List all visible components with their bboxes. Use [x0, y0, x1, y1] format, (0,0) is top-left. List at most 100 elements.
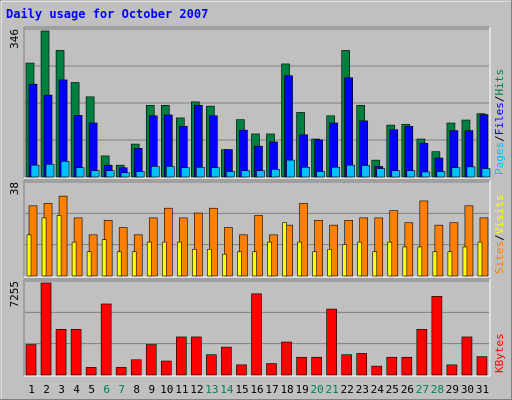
- bar-visits: [26, 234, 32, 277]
- bar-visits: [342, 244, 347, 277]
- day-4-middle-bars: [71, 217, 83, 277]
- bar-pages: [451, 167, 461, 178]
- legend-entry: /: [493, 234, 506, 241]
- day-11-middle-bars: [177, 217, 188, 277]
- day-5-bottom-bars: [85, 367, 97, 376]
- day-5-middle-bars: [86, 234, 98, 277]
- bar-visits: [357, 241, 363, 277]
- bar-visits: [462, 246, 468, 277]
- x-tick-label: 15: [235, 383, 248, 396]
- bar-pages: [90, 170, 100, 178]
- day-2-middle-bars: [41, 203, 53, 277]
- day-15-bottom-bars: [236, 364, 247, 376]
- bar-visits: [161, 241, 167, 277]
- bar-kbytes: [221, 346, 232, 376]
- day-31-top-bars: [476, 113, 491, 178]
- day-16-middle-bars: [252, 215, 263, 277]
- bar-visits: [101, 239, 107, 277]
- bar-visits: [131, 251, 137, 277]
- day-8-bottom-bars: [130, 359, 142, 376]
- bar-visits: [312, 251, 317, 277]
- day-21-bottom-bars: [326, 308, 337, 376]
- day-8-middle-bars: [131, 234, 143, 277]
- x-tick-label: 22: [341, 383, 354, 396]
- day-30-top-bars: [461, 119, 476, 178]
- day-26-top-bars: [401, 123, 416, 178]
- bar-pages: [30, 164, 40, 178]
- bar-files: [239, 129, 248, 178]
- day-10-middle-bars: [161, 207, 173, 277]
- bar-visits: [387, 241, 393, 277]
- bar-sites: [254, 215, 263, 277]
- bar-visits: [222, 253, 227, 277]
- day-30-bottom-bars: [461, 336, 473, 376]
- bar-visits: [146, 241, 152, 277]
- bar-pages: [466, 166, 476, 178]
- bar-visits: [282, 222, 287, 277]
- bar-kbytes: [115, 367, 127, 376]
- x-tick-label: 6: [103, 383, 110, 396]
- day-11-bottom-bars: [176, 336, 187, 376]
- legend-entry: Files: [493, 102, 506, 135]
- bar-pages: [406, 170, 416, 178]
- bar-files: [344, 77, 353, 178]
- day-30-middle-bars: [462, 205, 474, 277]
- x-tick-label: 12: [190, 383, 203, 396]
- bar-pages: [256, 170, 265, 178]
- day-1-top-bars: [25, 62, 40, 178]
- day-4-top-bars: [70, 82, 85, 178]
- bar-kbytes: [130, 359, 142, 376]
- day-21-middle-bars: [327, 224, 338, 277]
- bar-visits: [41, 217, 47, 277]
- day-24-top-bars: [371, 159, 386, 178]
- bar-kbytes: [100, 303, 112, 376]
- day-16-bottom-bars: [251, 293, 262, 376]
- day-17-top-bars: [266, 133, 280, 178]
- bar-visits: [297, 241, 302, 277]
- day-13-top-bars: [206, 105, 220, 178]
- x-tick-label: 10: [160, 383, 173, 396]
- bar-visits: [192, 249, 197, 277]
- bar-visits: [372, 251, 378, 277]
- day-9-top-bars: [145, 104, 160, 178]
- day-6-middle-bars: [101, 220, 113, 277]
- bar-kbytes: [236, 364, 247, 376]
- x-tick-label: 13: [205, 383, 218, 396]
- day-3-middle-bars: [56, 195, 68, 277]
- x-tick-label: 28: [431, 383, 444, 396]
- bar-visits: [56, 215, 62, 277]
- day-12-middle-bars: [192, 212, 203, 277]
- bar-visits: [71, 241, 77, 277]
- x-tick-label: 25: [386, 383, 399, 396]
- bar-sites: [194, 212, 203, 277]
- bar-pages: [481, 168, 491, 178]
- bar-kbytes: [25, 344, 37, 376]
- bar-kbytes: [85, 367, 97, 376]
- day-6-bottom-bars: [100, 303, 112, 376]
- day-15-middle-bars: [237, 234, 248, 277]
- bar-kbytes: [206, 354, 217, 376]
- day-28-middle-bars: [432, 224, 444, 277]
- day-27-middle-bars: [417, 200, 429, 277]
- day-19-bottom-bars: [296, 356, 307, 376]
- legend-entry: Visits: [493, 195, 506, 235]
- day-3-top-bars: [55, 50, 70, 178]
- day-17-middle-bars: [267, 234, 278, 277]
- x-tick-label: 16: [250, 383, 263, 396]
- x-tick-label: 7: [118, 383, 125, 396]
- day-26-middle-bars: [402, 222, 414, 277]
- bar-pages: [241, 170, 250, 178]
- bar-files: [479, 114, 489, 178]
- day-9-middle-bars: [146, 217, 158, 277]
- day-25-bottom-bars: [386, 356, 398, 376]
- bar-visits: [177, 241, 182, 277]
- bar-kbytes: [476, 356, 488, 376]
- x-tick-label: 21: [326, 383, 339, 396]
- day-14-middle-bars: [222, 227, 233, 277]
- day-9-bottom-bars: [145, 344, 157, 376]
- bar-pages: [196, 166, 205, 178]
- bar-sites: [419, 200, 429, 277]
- x-tick-label: 17: [265, 383, 278, 396]
- bar-kbytes: [40, 282, 52, 376]
